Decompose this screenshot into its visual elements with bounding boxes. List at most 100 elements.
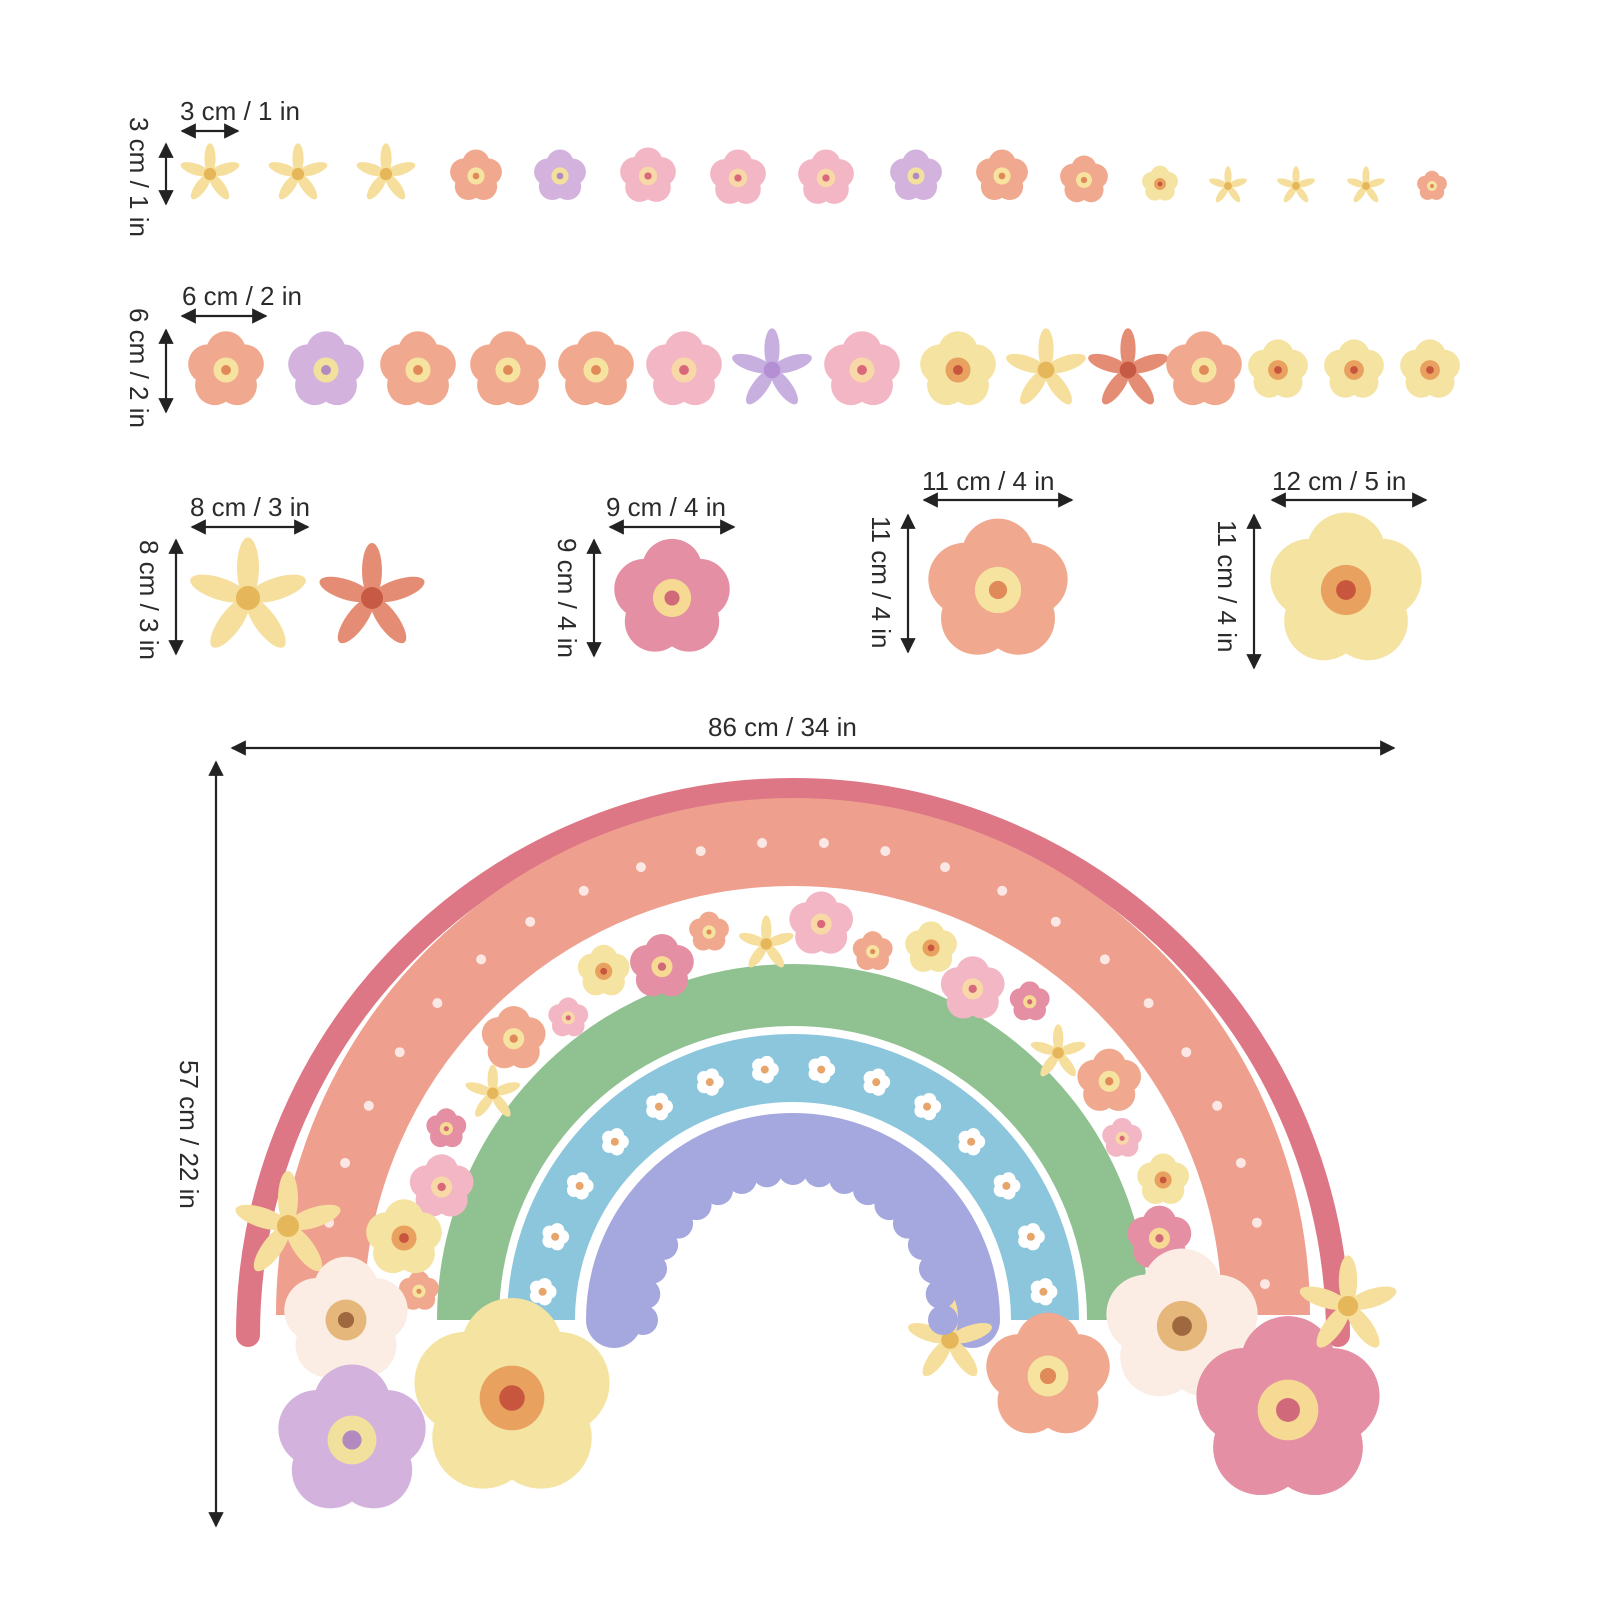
daisy [808, 1055, 836, 1084]
daisy [752, 1055, 779, 1084]
rainbow-width-label: 86 cm / 34 in [708, 712, 857, 742]
rainbow-gap-flower [548, 997, 589, 1037]
set9-height-label: 9 cm / 4 in [552, 538, 582, 658]
daisy [863, 1068, 891, 1096]
rainbow-gap-flower [1137, 1153, 1189, 1204]
row2-flower-3 [380, 331, 456, 406]
heart [695, 846, 706, 857]
row1-flower-16 [1417, 170, 1447, 200]
scallop [630, 1278, 661, 1309]
heart [1099, 954, 1110, 965]
scallop [628, 1305, 658, 1335]
daisy [529, 1278, 557, 1306]
scallop [703, 1175, 733, 1206]
rainbow-gap-flower [630, 934, 694, 997]
row2-flower-9 [920, 331, 996, 406]
row2-flower-13 [1248, 339, 1308, 398]
row1-flower-13 [1209, 166, 1247, 203]
daisy [566, 1172, 594, 1200]
row2-flower-10 [1006, 328, 1086, 405]
row1-flower-10 [976, 149, 1028, 201]
heart [394, 1047, 405, 1058]
base-star-right [1299, 1255, 1397, 1348]
row1-flower-3 [356, 143, 416, 200]
set8-width-label: 8 cm / 3 in [190, 492, 310, 522]
heart [476, 954, 487, 965]
row1-flower-9 [890, 149, 942, 201]
set11-peach-flower [928, 518, 1068, 655]
row2-flower-12 [1166, 331, 1242, 406]
scallop [853, 1175, 883, 1206]
row1-flower-12 [1142, 165, 1178, 201]
daisy [958, 1128, 986, 1156]
daisy [1018, 1223, 1045, 1251]
row1-width-label: 3 cm / 1 in [180, 96, 300, 126]
rainbow-gap-flower [481, 1006, 546, 1069]
set9-pink-flower [614, 538, 730, 652]
row2-height-label: 6 cm / 2 in [124, 308, 154, 428]
base-peach-flower [986, 1312, 1110, 1434]
scallop [778, 1155, 808, 1185]
rainbow-gap-flower [789, 891, 854, 954]
rainbow-gap-flower [689, 911, 729, 951]
set12-height-label: 11 cm / 4 in [1212, 520, 1242, 652]
rainbow-green-band [437, 964, 1149, 1321]
row1-flower-15 [1347, 166, 1385, 203]
scallop [918, 1253, 949, 1284]
scallop [637, 1253, 668, 1284]
heart [525, 916, 536, 927]
scallop [874, 1190, 905, 1221]
scallop [892, 1208, 923, 1239]
row2-flower-8 [824, 331, 900, 406]
rainbow-gap-flower [409, 1154, 474, 1217]
rainbow-flowers [235, 891, 1397, 1509]
set12-yellow-flower [1270, 512, 1422, 661]
heart [1181, 1047, 1192, 1058]
rainbow-gap-flower [738, 915, 794, 968]
base-rose-flower [1196, 1316, 1380, 1496]
heart [1143, 998, 1154, 1009]
scallop [681, 1190, 712, 1221]
scallop [907, 1230, 938, 1260]
base-star-left [235, 1171, 341, 1272]
row1-flower-2 [268, 143, 328, 200]
rainbow-purple-band [586, 1113, 1000, 1348]
set12-width-label: 12 cm / 5 in [1272, 466, 1406, 496]
scallop [663, 1208, 694, 1239]
row1-flower-11 [1060, 155, 1108, 203]
scallop [829, 1164, 860, 1195]
rainbow-blue-band [507, 1034, 1079, 1321]
row2-flower-15 [1400, 339, 1460, 398]
row2-flower-5 [558, 331, 634, 406]
set8-coral-flower [319, 543, 425, 644]
set8-star-flower [190, 537, 306, 648]
row1-height-label: 3 cm / 1 in [124, 117, 154, 237]
row1-flower-4 [450, 149, 502, 201]
heart [432, 998, 443, 1009]
scallop [726, 1164, 757, 1195]
scallop [925, 1278, 956, 1309]
row2-flower-2 [288, 331, 364, 406]
rainbow-gap-flower [940, 956, 1005, 1019]
base-cream-left [284, 1256, 408, 1378]
base-cream-right [1106, 1248, 1258, 1397]
rainbow-decal [235, 778, 1397, 1509]
heart [1235, 1157, 1246, 1168]
heart [340, 1157, 351, 1168]
base-yellow-large [414, 1298, 610, 1489]
set11-width-label: 11 cm / 4 in [922, 466, 1054, 496]
set9-width-label: 9 cm / 4 in [606, 492, 726, 522]
row1-flower-6 [620, 147, 676, 202]
scallop [804, 1157, 835, 1188]
heart [757, 838, 768, 849]
daisy [602, 1128, 629, 1156]
rainbow-outer-band [236, 778, 1350, 1347]
heart [1259, 1279, 1270, 1290]
heart [1251, 1217, 1262, 1228]
rainbow-gap-flower [577, 944, 630, 996]
base-lilac-flower [278, 1364, 426, 1509]
row2-flower-7 [732, 328, 812, 405]
dimension-lines [158, 123, 1428, 1528]
daisy [1030, 1278, 1058, 1306]
